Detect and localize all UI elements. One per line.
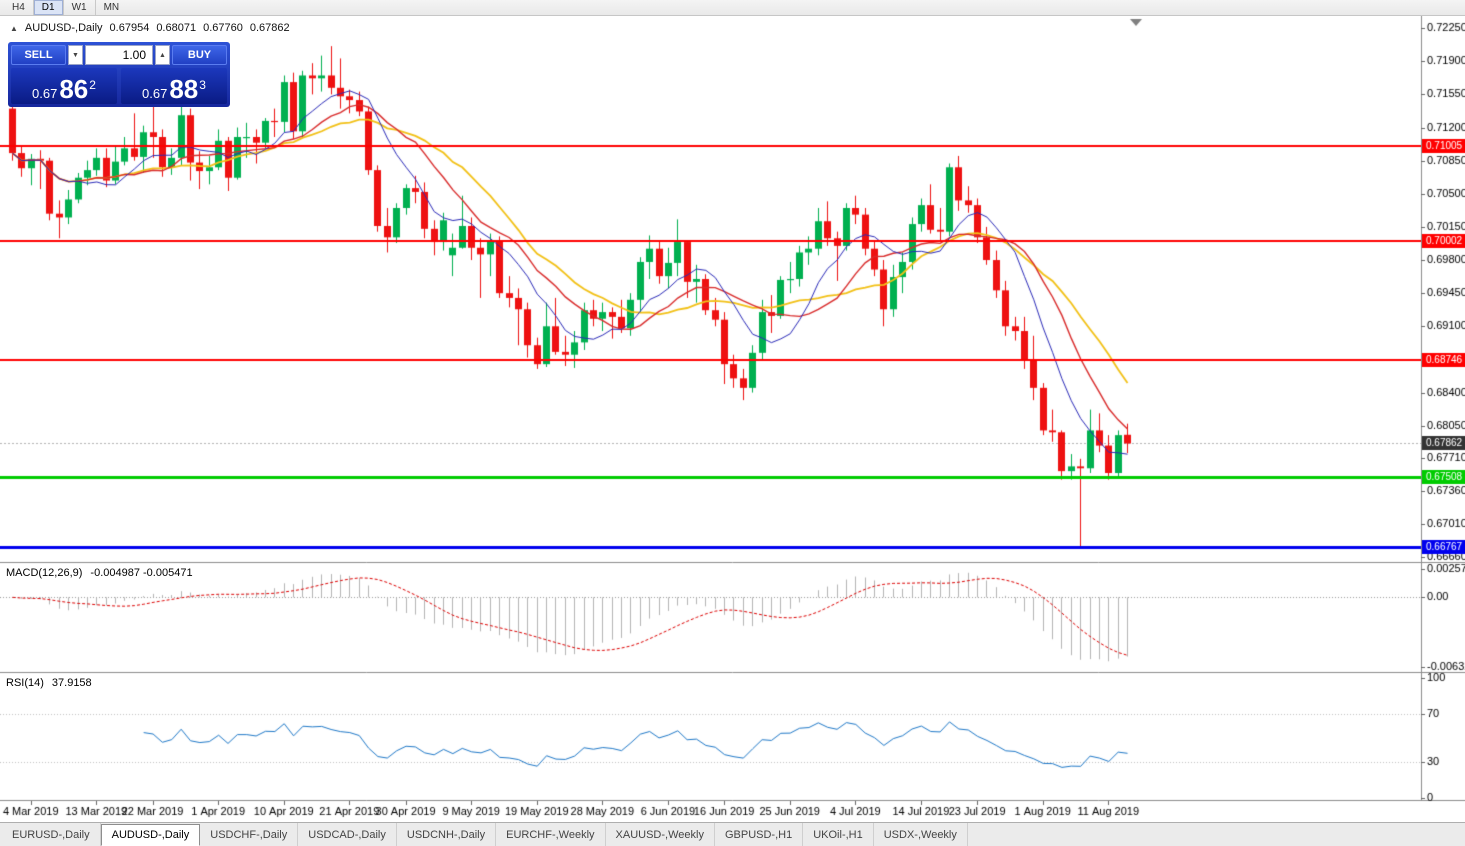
- chart-tab-USDCAD-,Daily[interactable]: USDCAD-,Daily: [298, 823, 397, 846]
- chart-tab-EURCHF-,Weekly[interactable]: EURCHF-,Weekly: [496, 823, 606, 846]
- chart-tab-EURUSD-,Daily[interactable]: EURUSD-,Daily: [2, 823, 101, 846]
- chart-tab-AUDUSD-,Daily[interactable]: AUDUSD-,Daily: [100, 824, 201, 846]
- sell-price-pipette: 2: [89, 78, 96, 92]
- chevron-down-icon: ▼: [72, 51, 79, 59]
- timeframe-button-H4[interactable]: H4: [4, 0, 33, 15]
- chart-window: ▲ AUDUSD-,Daily 0.67954 0.68071 0.67760 …: [0, 16, 1465, 822]
- volume-input[interactable]: [85, 45, 153, 65]
- chart-tab-USDCNH-,Daily[interactable]: USDCNH-,Daily: [397, 823, 497, 846]
- buy-button[interactable]: BUY: [172, 45, 227, 65]
- timeframe-button-W1[interactable]: W1: [62, 0, 95, 15]
- chevron-up-icon: ▲: [159, 51, 166, 59]
- chart-tab-USDCHF-,Daily[interactable]: USDCHF-,Daily: [200, 823, 299, 846]
- sell-button[interactable]: SELL: [11, 45, 66, 65]
- volume-increase-button[interactable]: ▲: [155, 45, 170, 65]
- timeframe-button-MN[interactable]: MN: [94, 0, 128, 15]
- timeframe-button-D1[interactable]: D1: [32, 0, 63, 15]
- chart-tab-USDX-,Weekly[interactable]: USDX-,Weekly: [874, 823, 968, 846]
- sell-price-pips: 86: [59, 73, 89, 104]
- buy-price-main: 0.67: [142, 86, 168, 101]
- sell-price-quote[interactable]: 0.67 86 2: [11, 68, 117, 104]
- timeframe-toolbar: H4 D1 W1 MN: [0, 0, 1465, 16]
- buy-price-pips: 88: [169, 73, 199, 104]
- buy-price-pipette: 3: [199, 78, 206, 92]
- chart-canvas[interactable]: [0, 16, 1465, 822]
- one-click-trading-panel: SELL ▼ ▲ BUY 0.67 86 2 0.67 88 3: [8, 42, 230, 107]
- sell-price-main: 0.67: [32, 86, 58, 101]
- volume-decrease-button[interactable]: ▼: [68, 45, 83, 65]
- buy-price-quote[interactable]: 0.67 88 3: [121, 68, 227, 104]
- chart-tabs: EURUSD-,Daily AUDUSD-,Daily USDCHF-,Daily U…: [0, 822, 1465, 846]
- chart-tab-UKOil-,H1[interactable]: UKOil-,H1: [803, 823, 874, 846]
- chart-tab-XAUUSD-,Weekly[interactable]: XAUUSD-,Weekly: [606, 823, 715, 846]
- chart-tab-GBPUSD-,H1[interactable]: GBPUSD-,H1: [715, 823, 804, 846]
